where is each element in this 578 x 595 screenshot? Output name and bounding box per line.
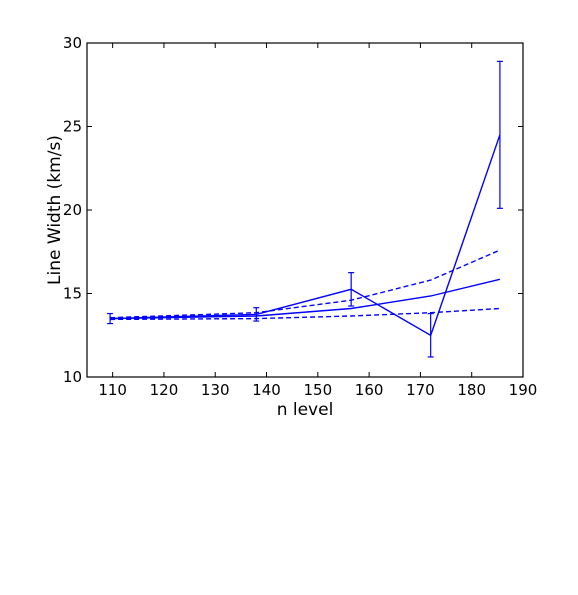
y-tick-label: 30 xyxy=(63,34,82,52)
x-tick-label: 150 xyxy=(304,381,333,399)
y-tick-label: 20 xyxy=(63,201,82,219)
x-tick-label: 180 xyxy=(457,381,486,399)
x-tick-label: 140 xyxy=(252,381,281,399)
y-tick-label: 10 xyxy=(63,368,82,386)
x-axis-label: n level xyxy=(277,400,334,420)
series-line-1 xyxy=(110,134,501,337)
y-tick-label: 25 xyxy=(63,118,82,136)
axis-ticks: 110 120 130 140 150 160 170 180 190 10 15 20 25 30 xyxy=(63,34,537,399)
y-axis-label: Line Width (km/s) xyxy=(45,135,65,285)
x-tick-label: 110 xyxy=(98,381,127,399)
series-line-3 xyxy=(110,249,501,319)
x-tick-label: 120 xyxy=(150,381,179,399)
plot-area-frame xyxy=(86,42,524,378)
series-line-2 xyxy=(110,278,501,320)
x-tick-label: 160 xyxy=(355,381,384,399)
data-series xyxy=(107,60,503,358)
x-tick-label: 130 xyxy=(201,381,230,399)
y-tick-label: 15 xyxy=(63,285,82,303)
x-tick-label: 170 xyxy=(406,381,435,399)
x-tick-label: 190 xyxy=(509,381,538,399)
series-line-4 xyxy=(110,307,500,321)
